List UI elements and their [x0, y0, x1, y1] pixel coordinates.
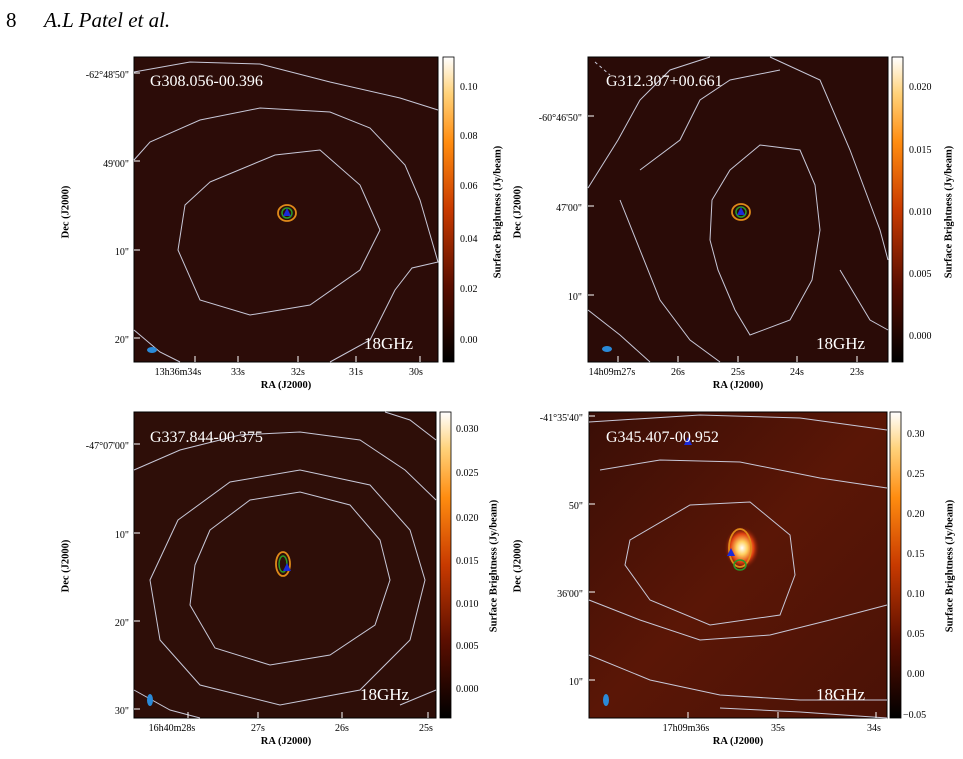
- source-name-g337: G337.844-00.375: [150, 429, 263, 446]
- ra-tick: 25s: [419, 723, 433, 734]
- ra-tick: 27s: [251, 723, 265, 734]
- x-axis-label: RA (J2000): [260, 380, 312, 391]
- cbar-tick: 0.000: [456, 684, 479, 695]
- band-label-g337: 18GHz: [360, 685, 410, 704]
- cbar-tick: 0.15: [907, 549, 925, 560]
- dec-tick: -47°07'00": [86, 441, 129, 452]
- cbar-tick: 0.10: [460, 82, 478, 93]
- y-axis-label: Dec (J2000): [512, 185, 524, 239]
- ra-tick: 13h36m34s: [155, 367, 202, 378]
- page-header: 8 A.L Patel et al.: [6, 8, 170, 33]
- dec-tick: 10": [115, 247, 129, 258]
- colorbar-label: Surface Brightness (Jy/beam): [943, 145, 955, 279]
- band-label-g345: 18GHz: [816, 685, 866, 704]
- dec-tick: 36'00": [557, 589, 583, 600]
- cbar-tick: 0.025: [456, 468, 479, 479]
- y-axis-label: Dec (J2000): [60, 539, 72, 593]
- ra-tick: 17h09m36s: [663, 723, 710, 734]
- x-axis-label: RA (J2000): [712, 380, 764, 391]
- ra-tick: 35s: [771, 723, 785, 734]
- dec-tick: -62°48'50": [86, 70, 129, 81]
- cbar-tick: 0.010: [909, 207, 932, 218]
- x-axis-label: RA (J2000): [260, 736, 312, 747]
- ra-tick: 31s: [349, 367, 363, 378]
- ra-tick: 26s: [335, 723, 349, 734]
- colorbar-g312: [891, 56, 904, 363]
- colorbar-g337: [439, 411, 452, 719]
- dec-tick: -41°35'40": [540, 413, 583, 424]
- cbar-tick: 0.08: [460, 131, 478, 142]
- dec-tick: 30": [115, 706, 129, 717]
- dec-tick: 10": [115, 530, 129, 541]
- cbar-tick: 0.04: [460, 234, 478, 245]
- cbar-tick: 0.005: [909, 269, 932, 280]
- cbar-tick: 0.10: [907, 589, 925, 600]
- cbar-tick: 0.015: [456, 556, 479, 567]
- dec-tick: 49'00": [103, 159, 129, 170]
- running-authors: A.L Patel et al.: [44, 8, 171, 32]
- cbar-tick: 0.20: [907, 509, 925, 520]
- ra-tick: 32s: [291, 367, 305, 378]
- colorbar-g345: [889, 411, 902, 719]
- dec-tick: 50": [569, 501, 583, 512]
- colorbar-label: Surface Brightness (Jy/beam): [492, 145, 504, 279]
- cbar-tick: 0.00: [460, 335, 478, 346]
- cbar-tick: 0.00: [907, 669, 925, 680]
- ra-tick: 23s: [850, 367, 864, 378]
- dec-tick: 47'00": [556, 203, 582, 214]
- ra-tick: 34s: [867, 723, 881, 734]
- cbar-tick: 0.000: [909, 331, 932, 342]
- ra-tick: 25s: [731, 367, 745, 378]
- ra-tick: 30s: [409, 367, 423, 378]
- colorbar-label: Surface Brightness (Jy/beam): [944, 499, 956, 633]
- source-name-g345: G345.407-00.952: [606, 429, 719, 446]
- ra-tick: 26s: [671, 367, 685, 378]
- ra-tick: 24s: [790, 367, 804, 378]
- cbar-tick: 0.30: [907, 429, 925, 440]
- dec-tick: -60°46'50": [539, 113, 582, 124]
- x-axis-label: RA (J2000): [712, 736, 764, 747]
- y-axis-label: Dec (J2000): [60, 185, 72, 239]
- ra-tick: 16h40m28s: [149, 723, 196, 734]
- ra-tick: 14h09m27s: [589, 367, 636, 378]
- source-name-g312: G312.307+00.661: [606, 73, 723, 90]
- ra-tick: 33s: [231, 367, 245, 378]
- cbar-tick: 0.020: [456, 513, 479, 524]
- source-name-g308: G308.056-00.396: [150, 73, 263, 90]
- cbar-tick: 0.06: [460, 181, 478, 192]
- cbar-tick: 0.030: [456, 424, 479, 435]
- cbar-tick: 0.02: [460, 284, 478, 295]
- dec-tick: 20": [115, 618, 129, 629]
- cbar-tick: 0.25: [907, 469, 925, 480]
- colorbar-label: Surface Brightness (Jy/beam): [488, 499, 500, 633]
- cbar-tick: 0.015: [909, 145, 932, 156]
- colorbar-g308: [442, 56, 455, 363]
- cbar-tick: 0.005: [456, 641, 479, 652]
- dec-tick: 10": [569, 677, 583, 688]
- y-axis-label: Dec (J2000): [512, 539, 524, 593]
- page-number: 8: [6, 8, 17, 32]
- cbar-tick: −0.05: [903, 710, 926, 721]
- band-label-g312: 18GHz: [816, 334, 866, 353]
- band-label-g308: 18GHz: [364, 334, 414, 353]
- dec-tick: 10": [568, 292, 582, 303]
- cbar-tick: 0.020: [909, 82, 932, 93]
- cbar-tick: 0.010: [456, 599, 479, 610]
- dec-tick: 20": [115, 335, 129, 346]
- cbar-tick: 0.05: [907, 629, 925, 640]
